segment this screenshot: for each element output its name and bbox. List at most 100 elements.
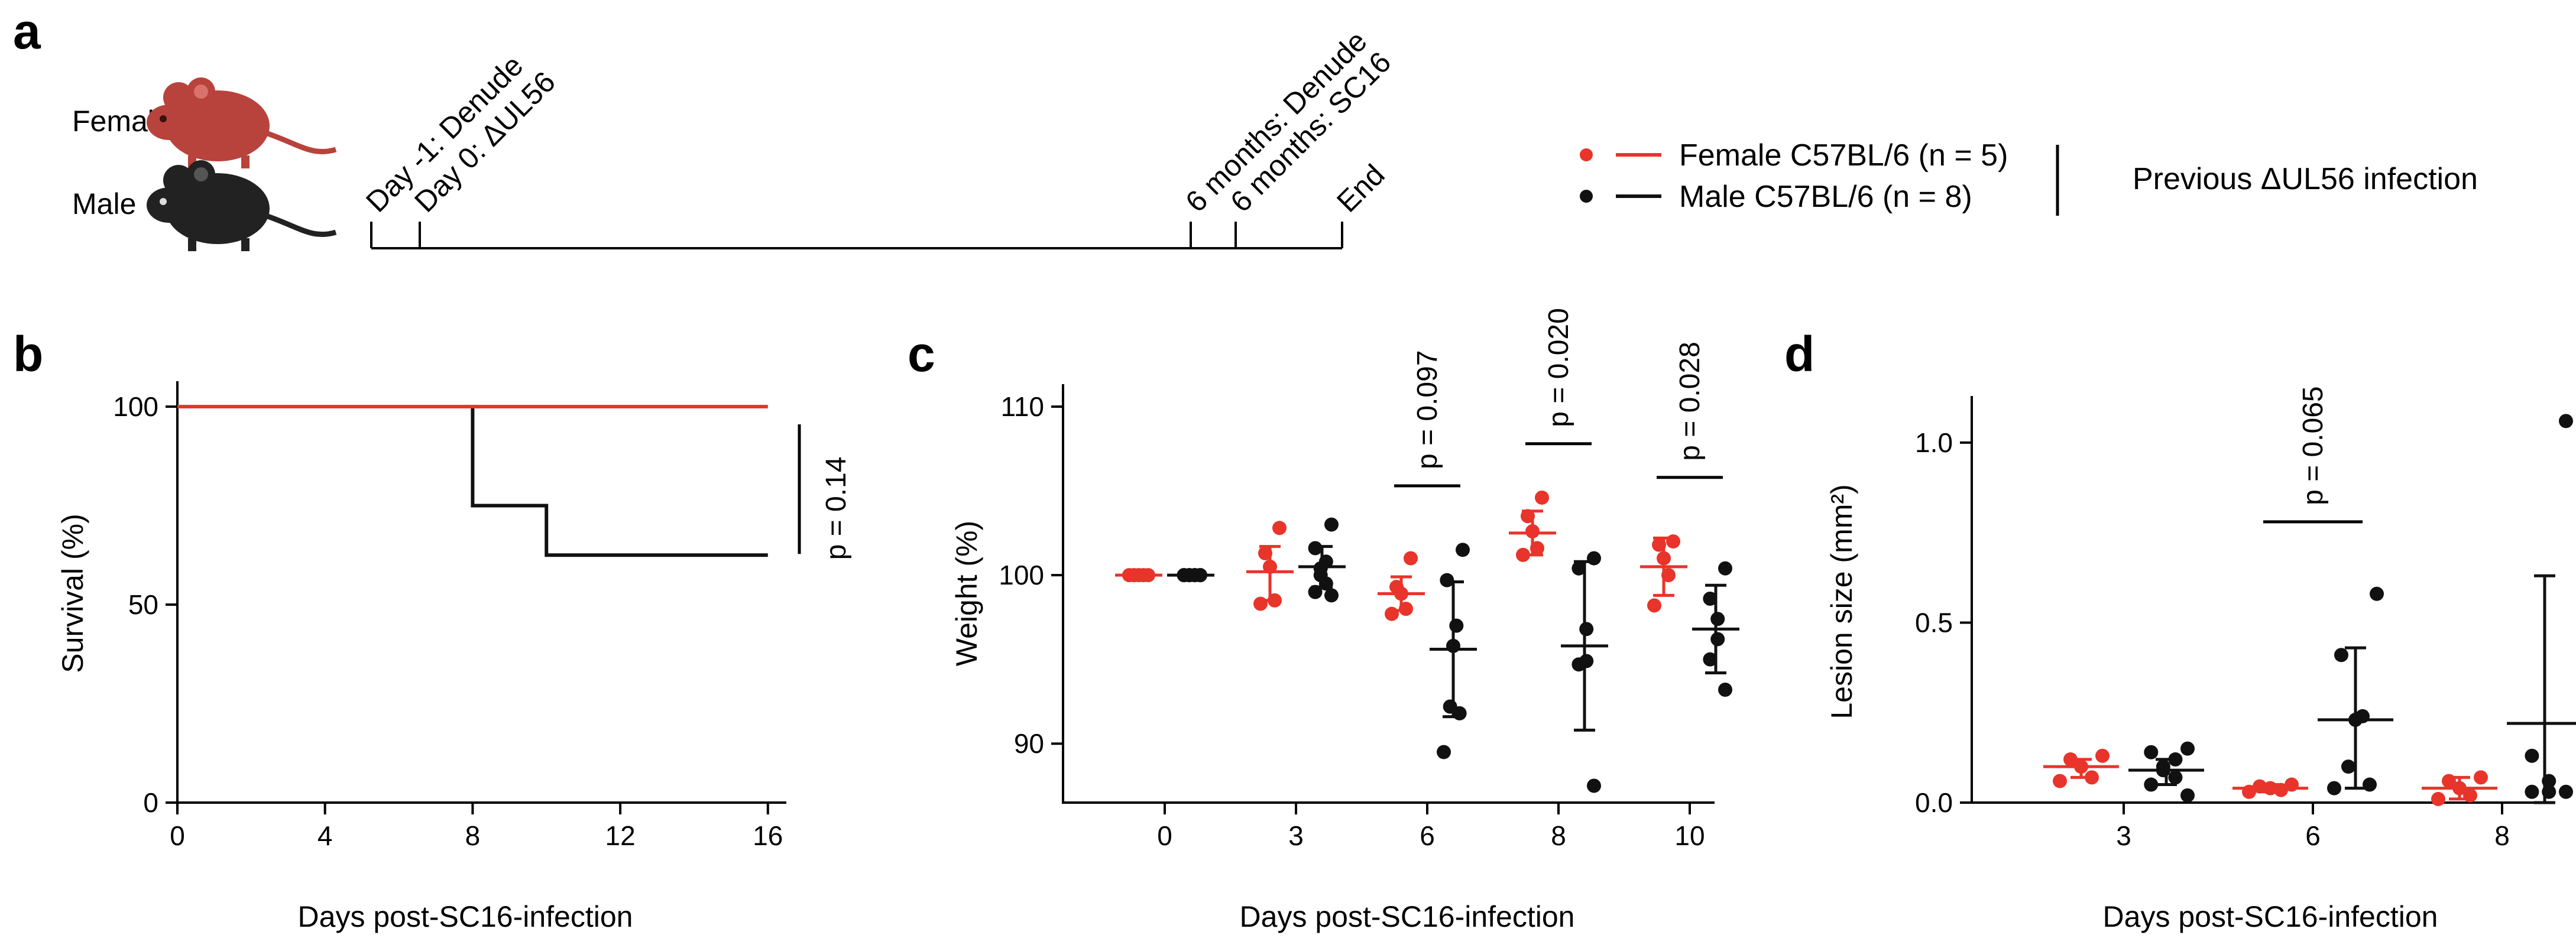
weight-point-male [1710, 632, 1725, 647]
lesion-chart: 0.0 0.5 1.0 3 6 8 p = 0.065 Lesion size (mm²)… [1825, 386, 2576, 933]
weight-point-male [1308, 585, 1323, 599]
survival-y-tick-label: 100 [113, 391, 158, 422]
weight-point-male [1718, 682, 1732, 697]
weight-point-male [1587, 778, 1601, 793]
lesion-points [2043, 414, 2576, 806]
lesion-point-male [2180, 741, 2195, 756]
weight-point-male [1579, 622, 1594, 637]
mouse-male-icon [147, 160, 337, 251]
survival-y-label: Survival (%) [56, 514, 89, 673]
weight-point-male [1456, 543, 1470, 557]
lesion-x-label: Days post-SC16-infection [2103, 900, 2438, 933]
lesion-point-female [2095, 748, 2110, 763]
weight-x-tick-label: 0 [1157, 820, 1172, 851]
lesion-point-male [2180, 788, 2195, 803]
lesion-ticks: 0.0 0.5 1.0 3 6 8 [1915, 427, 2510, 851]
weight-pvalue-text: p = 0.020 [1543, 308, 1574, 427]
lesion-y-tick-label: 1.0 [1915, 427, 1953, 458]
weight-point-male [1437, 745, 1451, 759]
lesion-point-female [2431, 791, 2445, 806]
lesion-point-male [2370, 586, 2384, 601]
timeline-panel: Female Male [72, 24, 1397, 251]
lesion-point-female [2474, 770, 2488, 785]
weight-pvalue-text: p = 0.097 [1412, 350, 1443, 469]
lesion-point-male [2341, 759, 2355, 774]
survival-y-tick-label: 0 [143, 787, 158, 818]
survival-x-tick-label: 4 [317, 820, 333, 851]
survival-pvalue: p = 0.14 [798, 424, 852, 560]
weight-point-female [1385, 606, 1399, 621]
survival-x-tick-label: 16 [753, 820, 783, 851]
lesion-point-male [2144, 745, 2159, 759]
weight-y-tick-label: 110 [1001, 391, 1044, 422]
weight-point-male [1571, 561, 1586, 576]
weight-y-tick-label: 90 [1014, 728, 1044, 759]
survival-chart: 0 4 8 12 16 0 50 100 p = 0.14 Survival (%) Days… [56, 381, 852, 933]
weight-pvalues: p = 0.097 p = 0.020 p = 0.028 [1394, 308, 1723, 488]
weight-point-female [1666, 534, 1680, 549]
lesion-point-male [2559, 784, 2573, 799]
survival-ticks: 0 4 8 12 16 0 50 100 [113, 391, 783, 851]
weight-point-male [1308, 541, 1323, 556]
lesion-pvalues: p = 0.065 [2263, 386, 2363, 524]
weight-point-male [1324, 588, 1339, 603]
weight-y-tick-label: 100 [999, 560, 1044, 590]
weight-point-male [1449, 618, 1464, 633]
survival-x-tick-label: 0 [170, 820, 185, 851]
survival-x-label: Days post-SC16-infection [298, 900, 633, 933]
weight-point-male [1703, 592, 1718, 606]
legend-female-marker [1580, 148, 1593, 161]
weight-point-male [1324, 517, 1339, 532]
weight-y-label: Weight (%) [950, 521, 983, 666]
weight-point-female [1253, 596, 1268, 611]
lesion-y-label: Lesion size (mm²) [1825, 484, 1858, 719]
weight-x-tick-label: 3 [1288, 820, 1304, 851]
lesion-x-tick-label: 3 [2116, 820, 2131, 851]
lesion-point-male [2327, 781, 2341, 796]
lesion-point-female [2253, 779, 2267, 794]
lesion-point-male [2168, 770, 2183, 785]
weight-x-tick-label: 8 [1551, 820, 1566, 851]
lesion-x-tick-label: 8 [2494, 820, 2510, 851]
weight-x-tick-label: 10 [1674, 820, 1705, 851]
lesion-y-tick-label: 0.5 [1915, 607, 1953, 638]
weight-x-label: Days post-SC16-infection [1240, 900, 1575, 933]
legend: Female C57BL/6 (n = 5) Male C57BL/6 (n =… [1580, 138, 2478, 216]
panel-label-b: b [13, 326, 43, 382]
weight-pvalue-text: p = 0.028 [1674, 342, 1706, 461]
weight-point-male [1440, 573, 1454, 587]
lesion-point-male [2559, 414, 2573, 428]
group-label-male: Male [72, 187, 136, 220]
weight-point-female [1535, 490, 1549, 505]
survival-y-tick-label: 50 [128, 589, 158, 620]
lesion-y-tick-label: 0.0 [1915, 787, 1953, 818]
survival-series [177, 405, 768, 557]
lesion-pvalue-text: p = 0.065 [2298, 386, 2329, 505]
legend-female-label: Female C57BL/6 (n = 5) [1679, 138, 2008, 173]
lesion-point-female [2053, 774, 2067, 788]
weight-points [1115, 490, 1739, 793]
weight-point-female [1647, 598, 1661, 613]
panel-label-a: a [13, 4, 41, 59]
survival-series-male [177, 405, 768, 557]
lesion-point-male [2144, 777, 2159, 792]
mouse-female-icon [147, 77, 337, 168]
legend-male-label: Male C57BL/6 (n = 8) [1679, 180, 1972, 214]
lesion-point-female [2274, 783, 2288, 797]
weight-x-tick-label: 6 [1420, 820, 1435, 851]
legend-male-marker [1580, 190, 1593, 203]
weight-point-female [1272, 521, 1287, 535]
panel-label-d: d [1784, 326, 1814, 382]
lesion-x-tick-label: 6 [2305, 820, 2321, 851]
weight-point-male [1710, 612, 1725, 626]
survival-x-tick-label: 12 [605, 820, 636, 851]
legend-bracket-label: Previous ΔUL56 infection [2133, 162, 2478, 196]
weight-point-male [1571, 657, 1586, 672]
weight-ticks: 90 100 110 0 3 6 8 10 [999, 391, 1705, 851]
survival-x-tick-label: 8 [465, 820, 481, 851]
lesion-point-male [2525, 784, 2539, 799]
survival-pvalue-text: p = 0.14 [821, 457, 852, 560]
weight-point-male [1587, 551, 1601, 566]
timeline-event-end: End [1330, 158, 1391, 219]
